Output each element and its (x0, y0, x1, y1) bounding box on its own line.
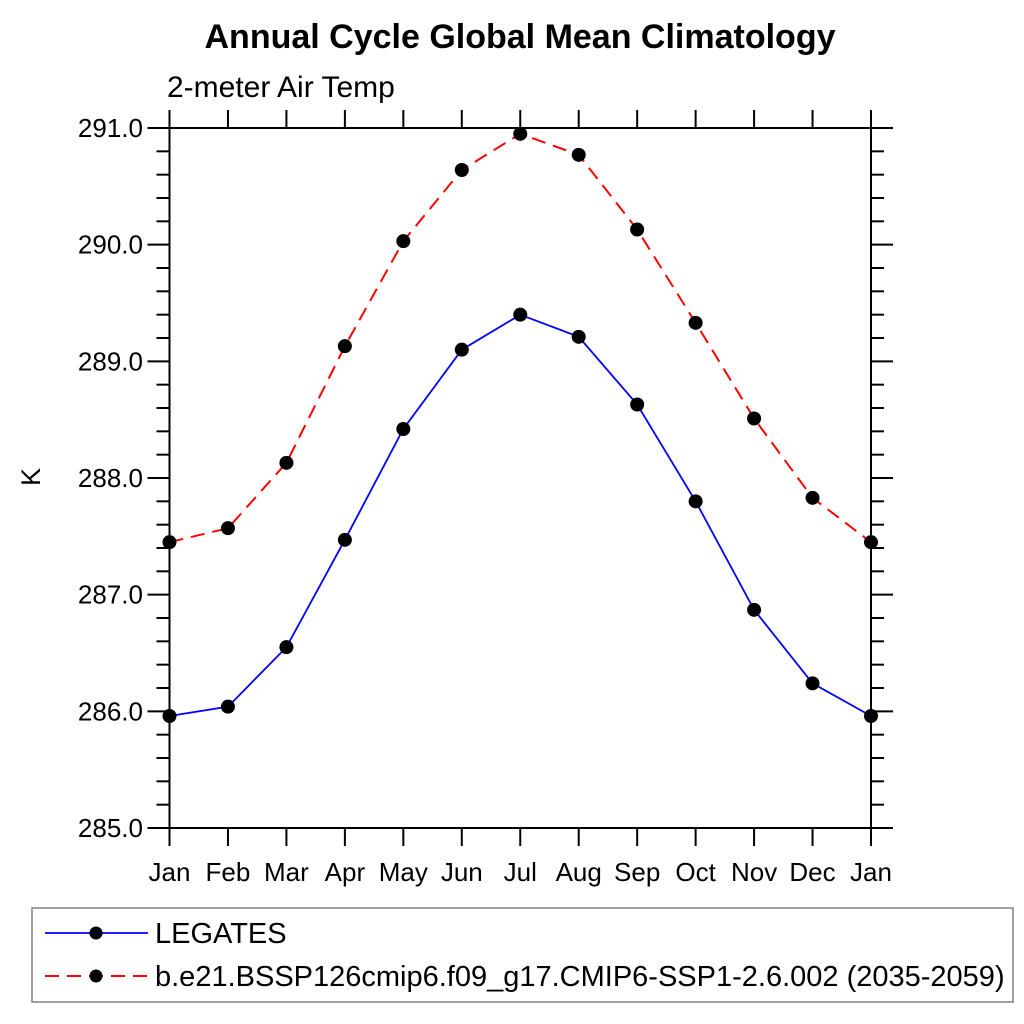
data-point-marker (805, 490, 820, 505)
legend-marker-0 (89, 926, 103, 940)
x-tick-label: Jul (504, 857, 537, 887)
data-point-marker (396, 422, 411, 436)
data-point-marker (688, 315, 703, 330)
legend-label-1: b.e21.BSSP126cmip6.f09_g17.CMIP6-SSP1-2.… (155, 961, 1005, 993)
x-tick-label: Jun (441, 857, 483, 887)
data-point-marker (864, 709, 878, 723)
data-point-marker (513, 126, 528, 141)
data-point-marker (162, 535, 177, 550)
data-point-marker (747, 411, 762, 426)
data-point-marker (279, 455, 294, 470)
y-axis-title: K (16, 468, 46, 486)
data-point-marker (337, 339, 352, 354)
data-point-marker (220, 699, 235, 714)
x-tick-label: Aug (556, 857, 602, 887)
data-point-marker (454, 163, 469, 177)
data-point-marker (454, 342, 469, 357)
axes-and-ticks (147, 110, 893, 846)
data-point-marker (805, 676, 820, 691)
y-tick-label: 289.0 (78, 346, 143, 376)
legend-label-0: LEGATES (155, 918, 287, 950)
y-tick-label: 285.0 (78, 813, 143, 843)
series-line-1 (169, 132, 872, 544)
legend-box: LEGATES b.e21.BSSP126cmip6.f09_g17.CMIP6-… (31, 907, 1014, 1003)
x-tick-labels: Jan Feb Mar Apr May Jun Jul Aug Sep Oct Nov Dec Jan (149, 857, 892, 887)
data-point-marker (747, 602, 762, 617)
data-point-marker (630, 222, 645, 237)
data-point-marker (571, 147, 586, 162)
series-line-0 (169, 313, 872, 717)
chart-title: Annual Cycle Global Mean Climatology (205, 18, 836, 56)
x-tick-label: Mar (264, 857, 309, 887)
data-point-marker (279, 640, 294, 655)
x-tick-label: Dec (789, 857, 835, 887)
legend-marker-1 (89, 969, 103, 983)
data-point-marker (630, 397, 645, 412)
x-tick-label: May (379, 857, 428, 887)
data-point-marker (688, 494, 703, 509)
data-point-marker (337, 532, 352, 547)
x-tick-label: Feb (206, 857, 251, 887)
data-point-marker (864, 535, 878, 550)
y-tick-label: 287.0 (78, 580, 143, 610)
data-point-marker (571, 329, 586, 344)
x-tick-label: Jan (149, 857, 191, 887)
data-point-marker (220, 521, 235, 536)
data-point-marker (513, 307, 528, 322)
y-tick-label: 288.0 (78, 463, 143, 493)
legend-border (31, 907, 1014, 1003)
y-tick-labels: 285.0 286.0 287.0 288.0 289.0 290.0 291.0 (78, 113, 143, 843)
y-tick-label: 286.0 (78, 696, 143, 726)
data-point-marker (396, 234, 411, 249)
x-tick-label: Apr (325, 857, 366, 887)
x-tick-label: Jan (850, 857, 892, 887)
data-point-marker (162, 709, 177, 723)
y-tick-label: 290.0 (78, 230, 143, 260)
x-tick-label: Sep (614, 857, 660, 887)
data-series (162, 126, 878, 723)
chart-subtitle: 2-meter Air Temp (167, 71, 395, 104)
x-tick-label: Nov (731, 857, 777, 887)
x-tick-label: Oct (675, 857, 716, 887)
y-tick-label: 291.0 (78, 113, 143, 143)
